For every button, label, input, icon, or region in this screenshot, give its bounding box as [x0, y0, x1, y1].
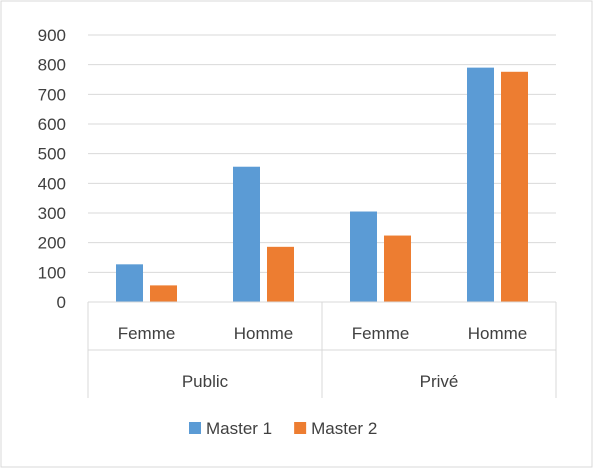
x-group-label: Privé: [420, 372, 459, 391]
legend-label: Master 2: [311, 419, 377, 438]
y-tick-label: 400: [38, 174, 66, 193]
y-tick-label: 500: [38, 145, 66, 164]
y-tick-label: 300: [38, 204, 66, 223]
legend: Master 1 Master 2: [189, 419, 377, 438]
bar: [233, 166, 260, 302]
y-tick-label: 100: [38, 263, 66, 282]
bars: [116, 67, 528, 302]
y-tick-label: 700: [38, 85, 66, 104]
y-tick-label: 200: [38, 234, 66, 253]
bar: [267, 246, 294, 302]
legend-label: Master 1: [206, 419, 272, 438]
y-axis-tick-labels: 0 100 200 300 400 500 600 700 800 900: [38, 26, 66, 312]
x-tick-label: Homme: [468, 324, 528, 343]
x-tick-label: Homme: [234, 324, 294, 343]
legend-swatch: [189, 422, 201, 434]
legend-swatch: [294, 422, 307, 434]
x-tick-label: Femme: [118, 324, 176, 343]
bar: [384, 235, 411, 302]
bar: [350, 211, 377, 302]
y-tick-label: 0: [57, 293, 66, 312]
x-tick-label: Femme: [352, 324, 410, 343]
y-tick-label: 800: [38, 56, 66, 75]
bar: [150, 285, 177, 302]
y-tick-label: 900: [38, 26, 66, 45]
y-tick-label: 600: [38, 115, 66, 134]
bar: [116, 264, 143, 302]
bar: [501, 71, 528, 302]
bar: [467, 67, 494, 302]
x-group-label: Public: [182, 372, 229, 391]
x-axis: Femme Homme Femme Homme Public Privé: [87, 301, 557, 398]
